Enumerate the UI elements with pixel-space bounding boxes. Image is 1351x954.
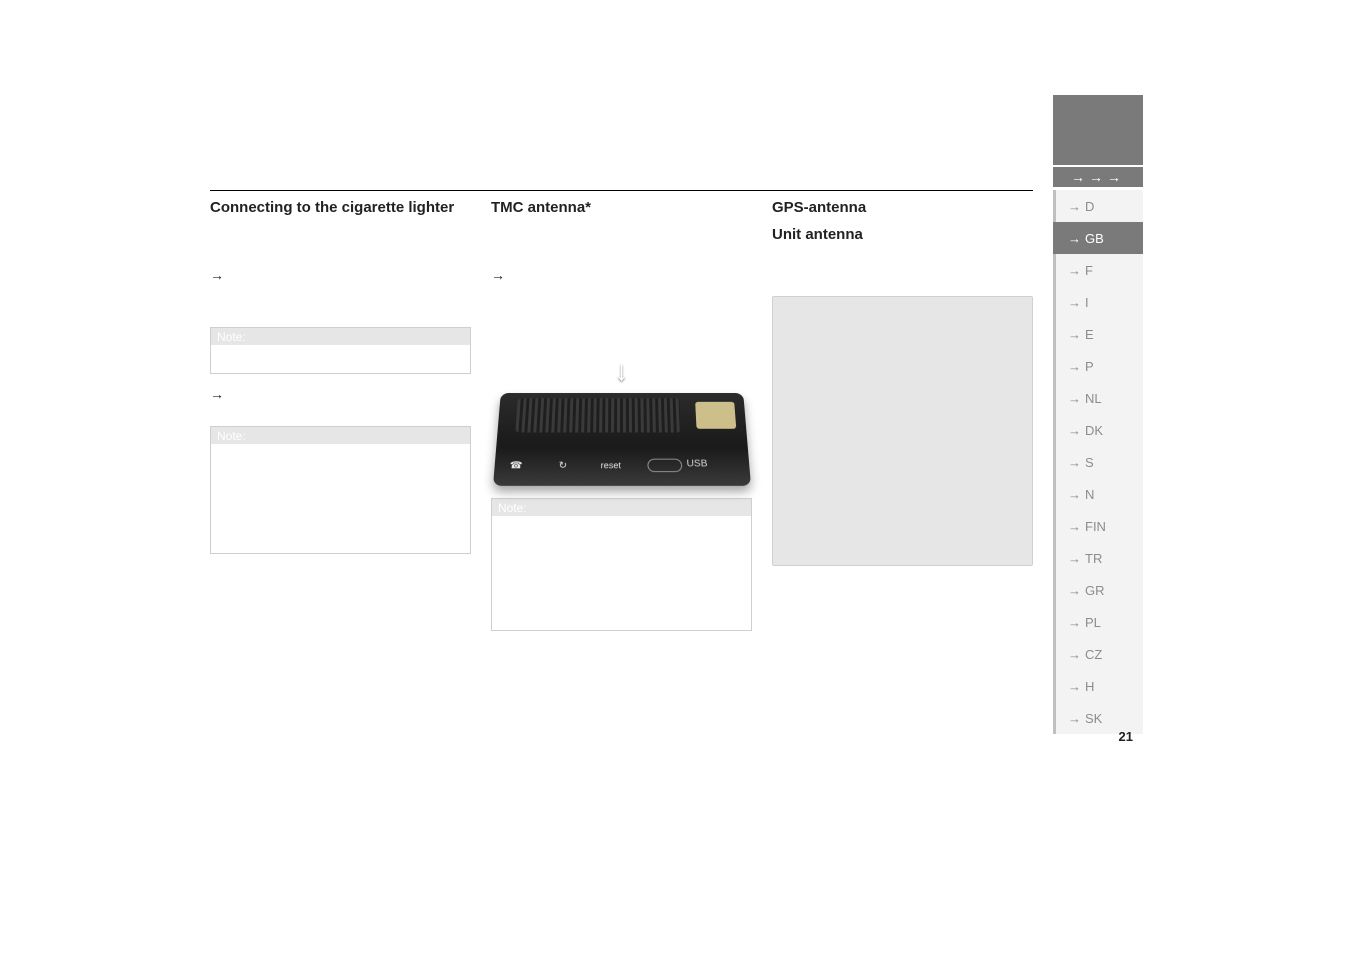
lang-item-dk[interactable]: → DK xyxy=(1053,414,1143,446)
column-cigarette-lighter: Connecting to the cigarette lighter The … xyxy=(210,199,471,631)
note-text: The TMC antenna must be routed so that y… xyxy=(500,522,743,569)
lang-item-gb[interactable]: → GB xyxy=(1053,222,1143,254)
lang-code: CZ xyxy=(1085,647,1102,662)
lang-code: S xyxy=(1085,455,1094,470)
lang-item-i[interactable]: → I xyxy=(1053,286,1143,318)
arrow-icon: → xyxy=(1068,711,1081,726)
intro-text: The power supply via the cigarette light… xyxy=(210,226,471,259)
lang-code: P xyxy=(1085,359,1094,374)
usb-port-icon xyxy=(647,459,682,472)
note-title: Note: xyxy=(211,429,246,443)
arrow-icon: → xyxy=(1068,551,1081,566)
arrow-icon: → xyxy=(1068,583,1081,598)
section-heading-cigarette: Connecting to the cigarette lighter xyxy=(210,199,471,216)
step-text: Insert the plug into the car cigarette l… xyxy=(232,267,471,300)
arrow-icon: → xyxy=(1068,679,1081,694)
reset-label: reset xyxy=(600,461,618,471)
lang-code: I xyxy=(1085,295,1089,310)
column-tmc-antenna: TMC antenna* The supplied TMC antenna is… xyxy=(491,199,752,631)
lang-code: GB xyxy=(1085,231,1104,246)
arrow-icon: → xyxy=(210,386,224,419)
step-bullet: → Insert the plug into the car cigarette… xyxy=(210,267,471,300)
lang-item-pl[interactable]: → PL xyxy=(1053,606,1143,638)
note-title-bar: Note: xyxy=(210,426,471,444)
lang-item-d[interactable]: → D xyxy=(1053,190,1143,222)
info-bullet: → For the connection to vehicle power su… xyxy=(210,386,471,419)
lang-item-gr[interactable]: → GR xyxy=(1053,574,1143,606)
lang-code: PL xyxy=(1085,615,1101,630)
arrow-icon: → xyxy=(1068,455,1081,470)
note-box: If the engine is not running, vehicle po… xyxy=(210,444,471,554)
arrow-icon: → xyxy=(1068,327,1081,342)
device-photo: ☎ ↻ reset ↓ xyxy=(491,323,752,488)
gps-image-placeholder xyxy=(772,296,1033,566)
lang-code: F xyxy=(1085,263,1093,278)
section-heading-tmc: TMC antenna* xyxy=(491,199,752,216)
lang-code: H xyxy=(1085,679,1094,694)
step-bullet: → Plug the connector on the TMC antenna … xyxy=(491,267,752,316)
lang-item-nl[interactable]: → NL xyxy=(1053,382,1143,414)
column-gps-antenna: GPS-antenna Unit antenna The GPS antenna… xyxy=(772,199,1033,631)
note-box: The TMC antenna must be routed so that y… xyxy=(491,516,752,631)
note-title-bar: Note: xyxy=(210,327,471,345)
phone-icon: ☎ xyxy=(506,460,525,471)
arrow-icon: → xyxy=(1068,263,1081,278)
header-arrows: →→→ xyxy=(1053,167,1143,187)
arrow-icon: → xyxy=(1068,487,1081,502)
speaker-grille xyxy=(515,399,680,433)
note-text: If the engine is not running, vehicle po… xyxy=(219,450,462,528)
lang-item-tr[interactable]: → TR xyxy=(1053,542,1143,574)
lang-item-f[interactable]: → F xyxy=(1053,254,1143,286)
lang-item-cz[interactable]: → CZ xyxy=(1053,638,1143,670)
lang-code: D xyxy=(1085,199,1094,214)
lang-item-e[interactable]: → E xyxy=(1053,318,1143,350)
refresh-icon: ↻ xyxy=(553,460,572,471)
note-box: The battery may run down if the engine i… xyxy=(210,345,471,374)
header-tab xyxy=(1053,95,1143,165)
note-title: Note: xyxy=(492,501,527,515)
info-text: For the connection to vehicle power supp… xyxy=(232,386,471,419)
note-text: The battery may run down if the engine i… xyxy=(219,351,462,367)
arrow-icon: → xyxy=(1068,199,1081,214)
port-labels: ☎ ↻ reset xyxy=(506,455,738,476)
language-sidebar: → D→ GB→ F→ I→ E→ P→ NL→ DK→ S→ N→ FIN→ … xyxy=(1053,190,1143,734)
lang-code: GR xyxy=(1085,583,1105,598)
lang-item-p[interactable]: → P xyxy=(1053,350,1143,382)
arrow-icon: → xyxy=(1068,295,1081,310)
sub-heading-unit-antenna: Unit antenna xyxy=(772,226,1033,243)
arrow-icon: → xyxy=(1068,647,1081,662)
lang-code: NL xyxy=(1085,391,1102,406)
arrow-icon: → xyxy=(491,267,505,316)
lang-code: SK xyxy=(1085,711,1102,726)
lang-code: DK xyxy=(1085,423,1103,438)
manual-page: →→→ Connecting to the cigarette lighter … xyxy=(0,0,1351,954)
lang-code: TR xyxy=(1085,551,1102,566)
arrow-icon: → xyxy=(1068,391,1081,406)
lang-item-fin[interactable]: → FIN xyxy=(1053,510,1143,542)
lang-item-s[interactable]: → S xyxy=(1053,446,1143,478)
arrow-icon: → xyxy=(210,267,224,300)
note-title-bar: Note: xyxy=(491,498,752,516)
page-number: 21 xyxy=(1119,729,1133,744)
sd-card-icon xyxy=(695,402,736,429)
section-heading-gps: GPS-antenna xyxy=(772,199,1033,216)
arrow-icon: → xyxy=(1068,231,1081,246)
lang-code: N xyxy=(1085,487,1094,502)
content-area: Connecting to the cigarette lighter The … xyxy=(210,190,1033,631)
arrow-icon: → xyxy=(1068,359,1081,374)
arrow-icon: → xyxy=(1068,519,1081,534)
lang-item-h[interactable]: → H xyxy=(1053,670,1143,702)
gps-body: The GPS antenna is integrated into the h… xyxy=(772,253,1033,286)
note-title: Note: xyxy=(211,330,246,344)
lang-item-n[interactable]: → N xyxy=(1053,478,1143,510)
arrow-icon: → xyxy=(1068,423,1081,438)
lang-code: FIN xyxy=(1085,519,1106,534)
lang-code: E xyxy=(1085,327,1094,342)
step-text: Plug the connector on the TMC antenna in… xyxy=(513,267,752,316)
device-body: ☎ ↻ reset xyxy=(492,393,750,486)
tmc-intro: The supplied TMC antenna is used to rece… xyxy=(491,226,752,259)
down-arrow-icon: ↓ xyxy=(615,355,629,387)
arrow-icon: → xyxy=(1068,615,1081,630)
